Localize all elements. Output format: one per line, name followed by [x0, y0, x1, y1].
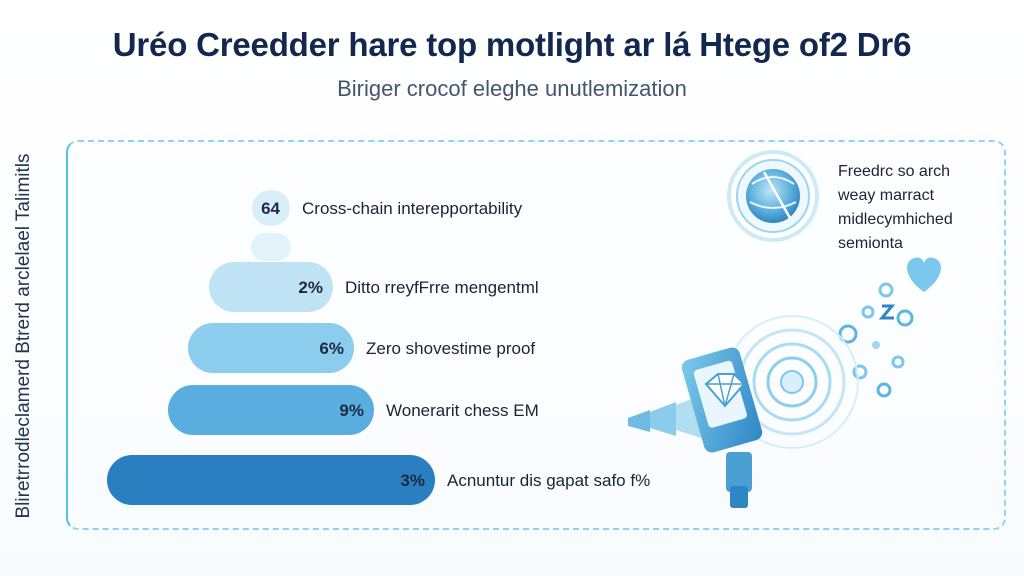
- globe-icon: [727, 150, 819, 242]
- gear-icon: [838, 282, 914, 398]
- chart-frame: [66, 140, 1006, 530]
- bar-category-label: Acnuntur dis gapat safo f%: [447, 471, 650, 490]
- bar-category-label: Cross-chain interepportability: [302, 199, 523, 218]
- funnel-bar: [251, 233, 291, 261]
- funnel-bar: [252, 190, 290, 226]
- side-note-line: weay marract: [838, 187, 935, 204]
- side-note-line: Freedrc so arch: [838, 163, 951, 180]
- side-note: Freedrc so arch weay marract midlecymhic…: [838, 160, 1018, 256]
- funnel-bar: [209, 262, 333, 312]
- funnel-bar: [107, 455, 435, 505]
- bar-category-label: Wonerarit chess EM: [386, 401, 539, 420]
- bar-category-label: Zero shovestime proof: [366, 339, 535, 358]
- funnel-bar: [168, 385, 374, 435]
- side-note-line: semionta: [838, 235, 903, 252]
- heart-icon: [907, 257, 941, 292]
- chart-subtitle: Biriger crocof eleghe unutlemization: [337, 76, 687, 101]
- bar-value-label: 9%: [339, 401, 364, 420]
- side-note-line: midlecymhiched: [838, 211, 953, 228]
- bar-value-label: 3%: [400, 471, 425, 490]
- diamond-icon: [704, 373, 746, 408]
- chart-title: Uréo Creedder hare top motlight ar lá Ht…: [112, 26, 912, 63]
- bar-value-label: 6%: [319, 339, 344, 358]
- bar-value-label: 2%: [298, 278, 323, 297]
- bar-category-label: Ditto rreyfFrre mengentml: [345, 278, 539, 297]
- funnel-bar: [188, 323, 354, 373]
- bar-value-label: 64: [261, 199, 280, 218]
